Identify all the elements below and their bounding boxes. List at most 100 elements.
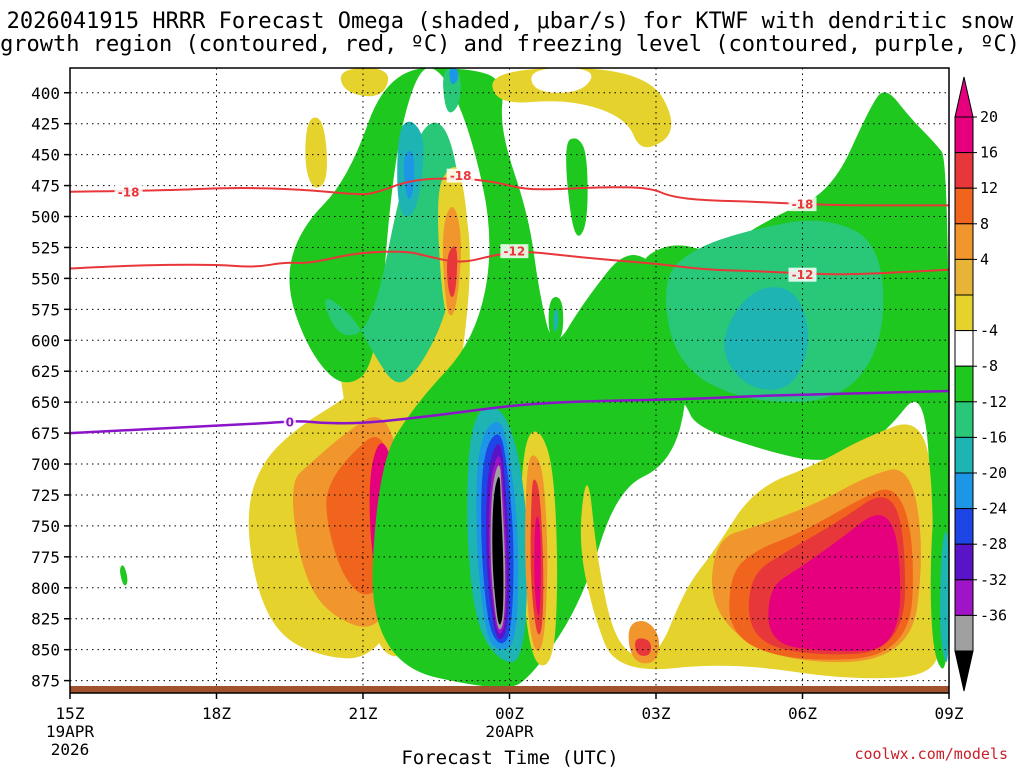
contour-line-0 [70, 389, 949, 435]
colorbar-bin-3 [954, 223, 974, 260]
colorbar-bin-8 [954, 401, 974, 438]
x-tick-date-00Z: 20APR [485, 722, 534, 741]
colorbar: 20 16 12 8 4 -4 -8 -12 -16 -20 -24 -28 -32 -36 [954, 76, 1007, 692]
omega-region-15 [531, 68, 592, 93]
omega-region-8 [403, 151, 415, 200]
contour-label--12: -12 [504, 245, 526, 259]
colorbar-label--32: -32 [980, 571, 1007, 589]
contour-label-bg [788, 197, 817, 212]
y-tick-label-450: 450 [31, 146, 60, 165]
y-tick-label-700: 700 [31, 455, 60, 474]
colorbar-bin-11 [954, 508, 974, 545]
y-tick-label-550: 550 [31, 269, 60, 288]
colorbar-bin-0 [954, 116, 974, 154]
omega-region-44 [120, 565, 128, 586]
x-tick-label-15Z: 15Z [56, 704, 85, 723]
omega-region-41 [534, 516, 541, 616]
contour-line--12 [70, 250, 949, 276]
colorbar-bin-4 [954, 258, 974, 296]
colorbar-label--16: -16 [980, 428, 1007, 446]
y-tick-label-825: 825 [31, 610, 60, 629]
y-tick-label-850: 850 [31, 641, 60, 660]
x-tick-year-15Z: 2026 [51, 740, 90, 759]
x-axis-label: Forecast Time (UTC) [401, 747, 618, 768]
colorbar-label-4: 4 [980, 250, 989, 268]
x-tick-label-18Z: 18Z [202, 704, 231, 723]
omega-region-31 [635, 638, 652, 656]
y-tick-label-525: 525 [31, 238, 60, 257]
colorbar-bin-13 [954, 579, 974, 616]
y-tick-label-400: 400 [31, 84, 60, 103]
colorbar-top-arrow [954, 76, 974, 118]
contour-labels: -18 -18 -18 -12 -12 0 [114, 168, 817, 429]
x-tick-label-03Z: 03Z [642, 704, 671, 723]
x-tick-label-09Z: 09Z [935, 704, 964, 723]
plot-area [69, 67, 950, 694]
colorbar-bin-9 [954, 436, 974, 474]
x-tick-label-21Z: 21Z [349, 704, 378, 723]
y-tick-label-800: 800 [31, 579, 60, 598]
contour-lines [70, 177, 949, 435]
contour-label-bg [500, 244, 529, 259]
chart-title-line2: growth region (contoured, red, ºC) and f… [0, 32, 1020, 57]
contour-label-bg [114, 184, 143, 199]
colorbar-bottom-arrow [954, 650, 974, 692]
colorbar-bin-12 [954, 543, 974, 581]
y-tick-label-500: 500 [31, 208, 60, 227]
colorbar-label--24: -24 [980, 500, 1007, 518]
colorbar-label-20: 20 [980, 108, 998, 126]
colorbar-bin-6 [954, 330, 974, 367]
y-tick-label-575: 575 [31, 300, 60, 319]
omega-region-38 [492, 476, 504, 625]
colorbar-label--12: -12 [980, 393, 1007, 411]
colorbar-bin-7 [954, 365, 974, 403]
colorbar-bin-2 [954, 187, 974, 225]
colorbar-label-8: 8 [980, 215, 989, 233]
contour-label--18: -18 [792, 198, 814, 212]
colorbar-label--8: -8 [980, 357, 998, 375]
contour-label-0: 0 [286, 415, 294, 429]
omega-region-13 [447, 246, 458, 297]
omega-region-18 [566, 138, 588, 236]
y-tick-label-725: 725 [31, 486, 60, 505]
x-tick-label-06Z: 06Z [788, 704, 817, 723]
colorbar-label--36: -36 [980, 606, 1007, 624]
colorbar-bin-1 [954, 152, 974, 189]
colorbar-bin-14 [954, 614, 974, 652]
y-tick-label-750: 750 [31, 517, 60, 536]
chart-title-line1: 2026041915 HRRR Forecast Omega (shaded, … [7, 9, 1014, 34]
y-tick-label-875: 875 [31, 672, 60, 691]
omega-shading [120, 68, 949, 688]
colorbar-bin-10 [954, 472, 974, 510]
y-tick-label-650: 650 [31, 393, 60, 412]
omega-region-43 [940, 531, 949, 663]
x-tick-label-00Z: 00Z [495, 704, 524, 723]
contour-label-bg [283, 414, 296, 429]
omega-region-10 [449, 68, 459, 85]
contour-line--18 [70, 177, 949, 207]
colorbar-bin-5 [954, 294, 974, 332]
y-tick-label-600: 600 [31, 331, 60, 350]
colorbar-label--28: -28 [980, 535, 1007, 553]
contour-label-bg [446, 168, 475, 183]
y-tick-label-675: 675 [31, 424, 60, 443]
omega-region-21 [724, 287, 809, 390]
y-tick-label-425: 425 [31, 115, 60, 134]
omega-region-29 [768, 515, 901, 652]
colorbar-label--4: -4 [980, 322, 998, 340]
contour-label--18: -18 [450, 169, 472, 183]
colorbar-label-16: 16 [980, 144, 998, 162]
contour-label-bg [788, 267, 817, 282]
omega-region-23 [553, 309, 559, 332]
y-tick-label-625: 625 [31, 362, 60, 381]
y-axis-ticks: 400 425 450 475 500 525 550 575 600 625 650 675 700 7… [31, 84, 70, 691]
omega-region-16 [340, 68, 389, 97]
y-tick-label-775: 775 [31, 548, 60, 567]
contour-label--12: -12 [792, 268, 814, 282]
credit-text: coolwx.com/models [854, 745, 1008, 763]
contour-label--18: -18 [118, 185, 140, 199]
colorbar-label-12: 12 [980, 179, 998, 197]
colorbar-label--20: -20 [980, 464, 1007, 482]
